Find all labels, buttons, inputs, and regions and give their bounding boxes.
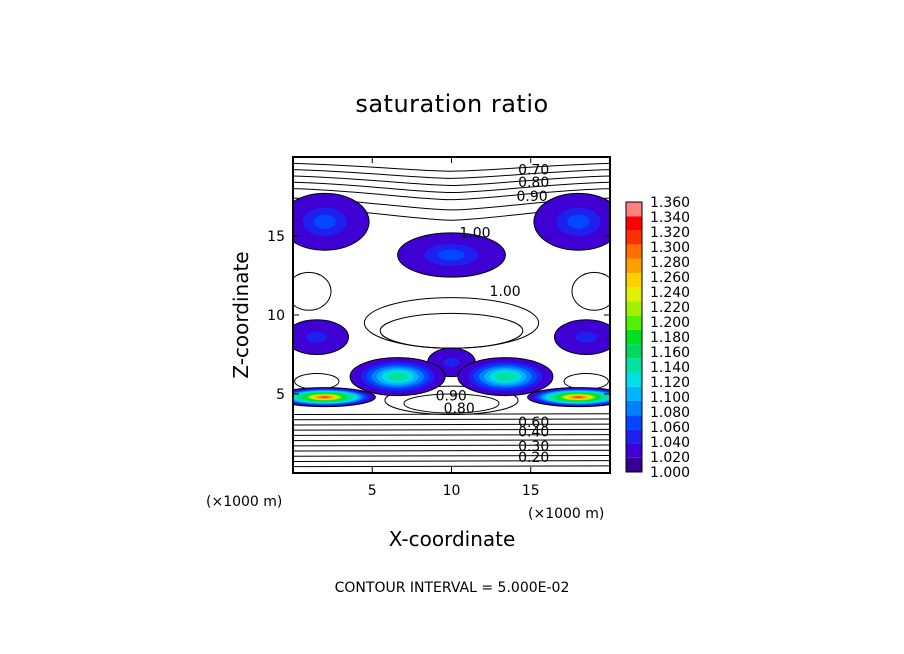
supersaturation-fill [293, 192, 610, 408]
supersaturated-region [293, 319, 349, 355]
colorbar: 1.3601.3401.3201.3001.2801.2601.2401.220… [625, 195, 690, 481]
contour-label: 0.20 [518, 450, 549, 466]
y-axis-title: Z-coordinate [229, 251, 253, 378]
contour-line [293, 271, 332, 311]
chart-title: saturation ratio [355, 90, 548, 118]
colorbar-label: 1.340 [650, 210, 690, 226]
colorbar-label: 1.160 [650, 345, 690, 361]
contour-line [293, 454, 610, 457]
colorbar-label: 1.300 [650, 240, 690, 256]
colorbar-label: 1.120 [650, 375, 690, 391]
colorbar-swatch [626, 386, 642, 401]
contour-line [293, 449, 610, 452]
contour-label: 0.90 [516, 189, 547, 205]
colorbar-swatch [626, 202, 642, 217]
contour-line [293, 423, 610, 426]
colorbar-swatch [626, 344, 642, 359]
colorbar-frame [625, 201, 643, 473]
contour-line [293, 169, 610, 179]
contour-lines [293, 162, 610, 468]
colorbar-label: 1.060 [650, 420, 690, 436]
supersaturated-region [533, 192, 610, 251]
supersaturated-region [527, 387, 610, 408]
contour-line [571, 271, 610, 311]
x-tick-label: 5 [368, 483, 377, 499]
contour-line [293, 181, 610, 194]
contour-line [293, 175, 610, 186]
contour-label: 0.40 [518, 425, 549, 441]
colorbar-swatch [626, 400, 642, 416]
y-axis-ticks: 5 10 15 [267, 229, 610, 403]
supersaturated-region [349, 357, 446, 397]
colorbar-swatch [626, 372, 642, 387]
colorbar-swatch [626, 429, 642, 444]
contour-label: 0.80 [518, 175, 549, 191]
colorbar-swatch [626, 273, 642, 288]
colorbar-swatch [626, 415, 642, 430]
colorbar-label: 1.020 [650, 450, 690, 466]
y-tick-label: 15 [267, 229, 285, 245]
contour-label: 0.70 [518, 162, 549, 178]
supersaturated-region [293, 192, 370, 251]
contour-line [293, 428, 610, 431]
x-tick-label: 15 [522, 483, 540, 499]
colorbar-swatch [626, 457, 642, 472]
y-tick-label: 10 [267, 308, 285, 324]
colorbar-swatch [626, 244, 642, 259]
colorbar-label: 1.320 [650, 225, 690, 241]
supersaturated-region [554, 319, 610, 355]
colorbar-label: 1.180 [650, 330, 690, 346]
x-axis-title: X-coordinate [389, 527, 516, 551]
contour-label: 0.30 [518, 439, 549, 455]
contour-line [293, 162, 610, 172]
colorbar-label: 1.000 [650, 465, 690, 481]
colorbar-label: 1.080 [650, 405, 690, 421]
colorbar-swatch [626, 216, 642, 231]
contour-line [293, 188, 610, 201]
contour-line [384, 385, 519, 416]
x-unit-label-left: (×1000 m) [206, 494, 282, 510]
colorbar-swatch [626, 315, 642, 330]
colorbar-swatch [626, 301, 642, 316]
contour-line [293, 460, 610, 462]
contour-label: 0.90 [436, 388, 467, 404]
colorbar-swatch [626, 443, 642, 458]
colorbar-label: 1.040 [650, 435, 690, 451]
colorbar-label: 1.140 [650, 360, 690, 376]
colorbar-label: 1.220 [650, 300, 690, 316]
supersaturated-region [457, 357, 554, 397]
colorbar-label: 1.200 [650, 315, 690, 331]
plot-area: 0.700.800.901.001.000.900.800.600.400.30… [293, 157, 610, 473]
contour-labels: 0.700.800.901.001.000.900.800.600.400.30… [436, 162, 550, 466]
contour-line [293, 418, 610, 421]
contour-label: 0.80 [444, 401, 475, 417]
colorbar-label: 1.240 [650, 285, 690, 301]
colorbar-label: 1.260 [650, 270, 690, 286]
contour-label: 0.60 [518, 415, 549, 431]
y-tick-label: 5 [276, 387, 285, 403]
colorbar-swatch [626, 287, 642, 302]
colorbar-swatch [626, 329, 642, 345]
colorbar-swatch [626, 230, 642, 245]
contour-line [293, 434, 610, 436]
contour-label: 1.00 [459, 226, 490, 242]
contour-label: 1.00 [490, 284, 521, 300]
contour-line [293, 444, 610, 447]
colorbar-label: 1.280 [650, 255, 690, 271]
colorbar-swatch [626, 258, 642, 274]
x-axis-ticks: 5 10 15 [368, 157, 540, 499]
supersaturated-region [293, 387, 376, 408]
supersaturated-region [397, 232, 506, 278]
contour-line [293, 465, 610, 468]
contour-line [293, 439, 610, 442]
colorbar-swatch [626, 358, 642, 373]
x-unit-label-right: (×1000 m) [528, 506, 604, 522]
colorbar-label: 1.100 [650, 390, 690, 406]
x-tick-label: 10 [443, 483, 461, 499]
contour-interval-note: CONTOUR INTERVAL = 5.000E-02 [335, 580, 570, 596]
contour-line [403, 393, 500, 414]
colorbar-label: 1.360 [650, 195, 690, 211]
